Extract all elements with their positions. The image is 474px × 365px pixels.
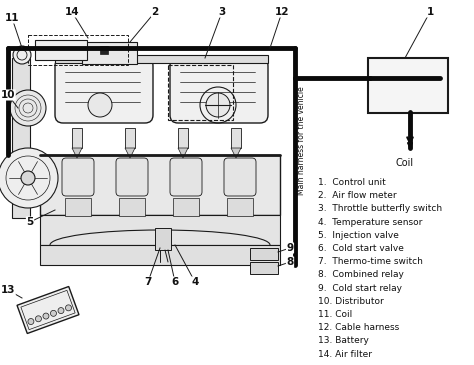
Text: 2: 2 bbox=[151, 7, 159, 17]
FancyBboxPatch shape bbox=[116, 158, 148, 196]
Text: 1.  Control unit: 1. Control unit bbox=[318, 178, 386, 187]
Text: Coil: Coil bbox=[396, 158, 414, 168]
Text: 9.  Cold start relay: 9. Cold start relay bbox=[318, 284, 402, 293]
Text: Main harness for the vehicle: Main harness for the vehicle bbox=[298, 86, 307, 195]
Circle shape bbox=[58, 308, 64, 314]
Bar bbox=[12, 58, 30, 218]
Bar bbox=[72, 128, 82, 148]
Text: 12: 12 bbox=[275, 7, 289, 17]
Bar bbox=[21, 290, 75, 330]
Bar bbox=[231, 128, 241, 148]
Bar bbox=[227, 198, 253, 216]
Text: 12. Cable harness: 12. Cable harness bbox=[318, 323, 399, 332]
Text: 3: 3 bbox=[219, 7, 226, 17]
Text: 4: 4 bbox=[191, 277, 199, 287]
Text: 7: 7 bbox=[144, 277, 152, 287]
Circle shape bbox=[13, 46, 31, 64]
Text: 11. Coil: 11. Coil bbox=[318, 310, 352, 319]
Text: 5.  Injection valve: 5. Injection valve bbox=[318, 231, 399, 240]
Text: 8.  Combined relay: 8. Combined relay bbox=[318, 270, 404, 279]
Bar bbox=[125, 128, 135, 148]
Text: 14. Air filter: 14. Air filter bbox=[318, 350, 372, 358]
Text: 8: 8 bbox=[286, 257, 293, 267]
Bar bbox=[65, 198, 91, 216]
Circle shape bbox=[0, 148, 58, 208]
Bar bbox=[250, 248, 278, 260]
Polygon shape bbox=[231, 148, 241, 158]
Bar bbox=[17, 287, 79, 334]
Text: 9: 9 bbox=[286, 243, 293, 253]
Text: 10. Distributor: 10. Distributor bbox=[318, 297, 384, 306]
Text: 11: 11 bbox=[5, 13, 19, 23]
Circle shape bbox=[88, 93, 112, 117]
Text: 6: 6 bbox=[172, 277, 179, 287]
Text: 2.  Air flow meter: 2. Air flow meter bbox=[318, 191, 397, 200]
Bar bbox=[28, 35, 128, 65]
Circle shape bbox=[21, 171, 35, 185]
Circle shape bbox=[43, 313, 49, 319]
FancyBboxPatch shape bbox=[62, 158, 94, 196]
Bar bbox=[35, 40, 87, 60]
FancyBboxPatch shape bbox=[55, 58, 153, 123]
Bar bbox=[40, 155, 280, 215]
Polygon shape bbox=[72, 148, 82, 158]
Bar bbox=[82, 42, 137, 64]
Bar bbox=[250, 262, 278, 274]
Text: 7.  Thermo-time switch: 7. Thermo-time switch bbox=[318, 257, 423, 266]
FancyBboxPatch shape bbox=[224, 158, 256, 196]
Bar bbox=[368, 58, 448, 113]
Text: 10: 10 bbox=[1, 90, 15, 100]
Circle shape bbox=[10, 90, 46, 126]
Text: 13. Battery: 13. Battery bbox=[318, 337, 369, 345]
Bar bbox=[173, 198, 199, 216]
Bar bbox=[168, 65, 233, 120]
Text: 6.  Cold start valve: 6. Cold start valve bbox=[318, 244, 404, 253]
FancyBboxPatch shape bbox=[170, 58, 268, 123]
Polygon shape bbox=[125, 148, 135, 158]
Circle shape bbox=[36, 316, 41, 322]
Bar bbox=[155, 228, 171, 250]
Text: 5: 5 bbox=[27, 217, 34, 227]
Bar bbox=[100, 46, 108, 54]
Bar bbox=[55, 55, 268, 63]
Text: 3.  Throttle butterfly switch: 3. Throttle butterfly switch bbox=[318, 204, 442, 214]
FancyBboxPatch shape bbox=[170, 158, 202, 196]
Polygon shape bbox=[178, 148, 188, 158]
Circle shape bbox=[65, 305, 72, 311]
Bar bbox=[178, 128, 188, 148]
Text: 14: 14 bbox=[64, 7, 79, 17]
Circle shape bbox=[28, 319, 34, 324]
Bar bbox=[40, 215, 280, 245]
Bar bbox=[119, 198, 145, 216]
Text: 13: 13 bbox=[1, 285, 15, 295]
Text: 4.  Temperature sensor: 4. Temperature sensor bbox=[318, 218, 422, 227]
Text: 1: 1 bbox=[427, 7, 434, 17]
Bar bbox=[40, 245, 280, 265]
Circle shape bbox=[50, 310, 56, 316]
Circle shape bbox=[206, 93, 230, 117]
